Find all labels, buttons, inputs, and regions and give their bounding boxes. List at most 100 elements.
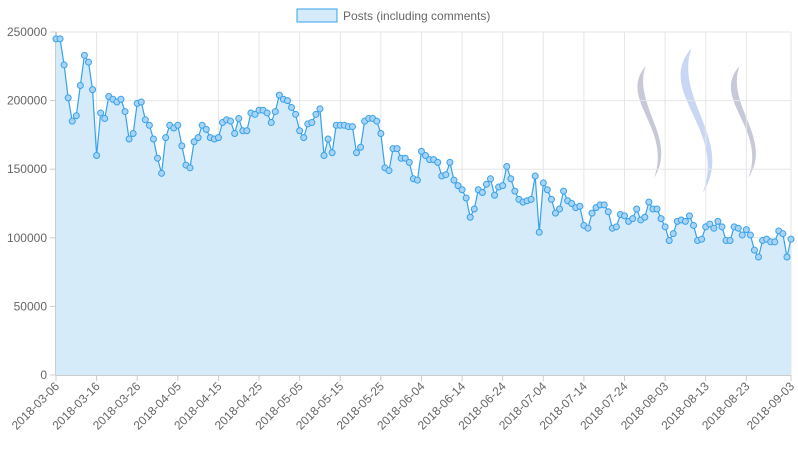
- data-point[interactable]: [190, 138, 198, 146]
- data-point[interactable]: [312, 110, 320, 118]
- data-point[interactable]: [714, 217, 722, 225]
- data-point[interactable]: [633, 205, 641, 213]
- data-point[interactable]: [568, 200, 576, 207]
- data-point[interactable]: [482, 180, 490, 188]
- data-point[interactable]: [734, 224, 742, 232]
- data-point[interactable]: [300, 134, 308, 142]
- data-point[interactable]: [348, 123, 356, 131]
- data-point[interactable]: [251, 110, 259, 118]
- data-point[interactable]: [324, 135, 332, 143]
- data-point[interactable]: [296, 127, 304, 135]
- data-point[interactable]: [629, 215, 637, 223]
- data-point[interactable]: [84, 58, 92, 66]
- data-point[interactable]: [726, 237, 734, 245]
- data-point[interactable]: [450, 176, 458, 184]
- data-point[interactable]: [227, 117, 235, 125]
- data-point[interactable]: [783, 253, 791, 261]
- data-point[interactable]: [535, 228, 543, 236]
- data-point[interactable]: [202, 125, 210, 133]
- data-point[interactable]: [653, 205, 661, 213]
- data-point[interactable]: [385, 167, 393, 175]
- data-point[interactable]: [271, 108, 279, 116]
- data-point[interactable]: [149, 135, 157, 143]
- data-point[interactable]: [462, 194, 470, 202]
- data-point[interactable]: [588, 209, 596, 217]
- data-point[interactable]: [64, 94, 72, 102]
- data-point[interactable]: [442, 171, 450, 179]
- data-point[interactable]: [685, 212, 693, 220]
- data-point[interactable]: [478, 189, 486, 197]
- data-point[interactable]: [243, 127, 251, 135]
- data-point[interactable]: [771, 238, 779, 246]
- data-point[interactable]: [320, 151, 328, 159]
- data-point[interactable]: [283, 97, 291, 105]
- data-point[interactable]: [669, 230, 677, 238]
- data-point[interactable]: [125, 135, 133, 143]
- data-point[interactable]: [527, 195, 535, 203]
- data-point[interactable]: [405, 158, 413, 166]
- data-point[interactable]: [328, 149, 336, 157]
- data-point[interactable]: [706, 220, 714, 228]
- data-point[interactable]: [186, 164, 194, 172]
- data-point[interactable]: [214, 134, 222, 142]
- data-point[interactable]: [308, 119, 316, 127]
- data-point[interactable]: [198, 121, 206, 129]
- data-point[interactable]: [162, 134, 170, 142]
- data-point[interactable]: [413, 176, 421, 184]
- data-point[interactable]: [612, 223, 620, 231]
- data-point[interactable]: [93, 151, 101, 159]
- data-point[interactable]: [194, 134, 202, 142]
- data-point[interactable]: [121, 108, 129, 116]
- data-point[interactable]: [454, 182, 462, 190]
- legend[interactable]: Posts (including comments): [296, 8, 490, 23]
- data-point[interactable]: [584, 224, 592, 232]
- data-point[interactable]: [690, 221, 698, 229]
- data-point[interactable]: [556, 205, 564, 213]
- data-point[interactable]: [288, 103, 296, 111]
- data-point[interactable]: [604, 208, 612, 216]
- data-point[interactable]: [422, 151, 430, 159]
- data-point[interactable]: [560, 187, 568, 195]
- data-point[interactable]: [117, 95, 125, 103]
- data-point[interactable]: [72, 112, 80, 120]
- data-point[interactable]: [507, 175, 515, 183]
- data-point[interactable]: [417, 147, 425, 155]
- data-point[interactable]: [539, 179, 547, 187]
- data-point[interactable]: [89, 86, 97, 94]
- data-point[interactable]: [657, 215, 665, 223]
- data-point[interactable]: [499, 182, 507, 190]
- data-point[interactable]: [76, 82, 84, 90]
- data-point[interactable]: [137, 98, 145, 106]
- data-point[interactable]: [60, 61, 68, 69]
- data-point[interactable]: [710, 224, 718, 232]
- data-point[interactable]: [458, 186, 466, 194]
- data-point[interactable]: [551, 209, 559, 217]
- data-point[interactable]: [645, 198, 653, 206]
- data-point[interactable]: [141, 116, 149, 124]
- data-point[interactable]: [779, 230, 787, 238]
- data-point[interactable]: [353, 149, 360, 157]
- data-point[interactable]: [531, 172, 539, 180]
- data-point[interactable]: [641, 213, 649, 221]
- data-point[interactable]: [661, 223, 669, 231]
- data-point[interactable]: [750, 246, 758, 254]
- data-point[interactable]: [101, 114, 109, 122]
- data-point[interactable]: [373, 117, 381, 125]
- data-point[interactable]: [393, 145, 401, 153]
- data-point[interactable]: [466, 213, 474, 221]
- legend-swatch[interactable]: [296, 8, 338, 23]
- data-point[interactable]: [235, 114, 243, 122]
- data-point[interactable]: [470, 205, 478, 213]
- data-point[interactable]: [511, 187, 519, 195]
- data-point[interactable]: [621, 212, 629, 220]
- data-point[interactable]: [576, 202, 584, 210]
- data-point[interactable]: [263, 109, 271, 117]
- data-point[interactable]: [738, 231, 746, 239]
- data-point[interactable]: [68, 117, 76, 125]
- data-point[interactable]: [145, 121, 153, 129]
- data-point[interactable]: [401, 154, 409, 162]
- data-point[interactable]: [357, 143, 365, 151]
- data-point[interactable]: [231, 130, 239, 138]
- data-point[interactable]: [129, 130, 137, 138]
- data-point[interactable]: [316, 105, 324, 113]
